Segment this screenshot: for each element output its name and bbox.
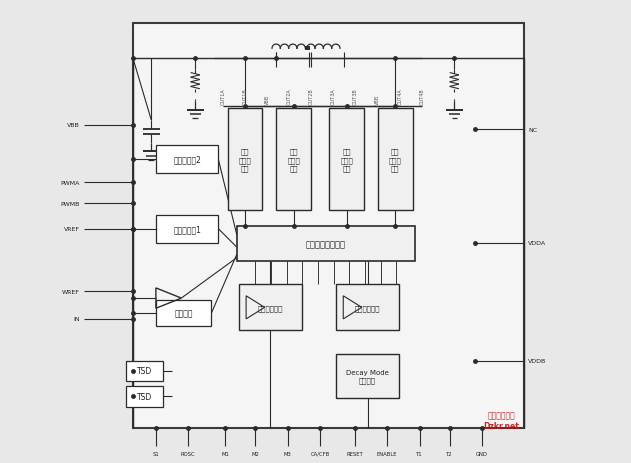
Bar <box>156 215 218 243</box>
Text: NC: NC <box>528 127 538 132</box>
Text: 出力
ドライ
バ段: 出力 ドライ バ段 <box>389 149 402 171</box>
Text: 电子开发社区
Dzkr.net: 电子开发社区 Dzkr.net <box>483 411 519 430</box>
Text: OUT4B: OUT4B <box>420 88 425 105</box>
Text: M3: M3 <box>284 451 292 456</box>
Bar <box>276 109 311 211</box>
Bar <box>378 109 413 211</box>
Text: ROSC: ROSC <box>181 451 196 456</box>
Text: OUT2A: OUT2A <box>286 88 292 105</box>
Text: TSD: TSD <box>137 392 152 401</box>
Text: Decay Mode
設定回路: Decay Mode 設定回路 <box>346 369 389 383</box>
Bar <box>228 109 262 211</box>
Text: OUT1A: OUT1A <box>220 88 225 105</box>
Bar <box>156 146 218 174</box>
Text: M2: M2 <box>251 451 259 456</box>
Text: ENABLE: ENABLE <box>377 451 398 456</box>
Text: IN: IN <box>73 317 80 322</box>
Text: 電流選択回路: 電流選択回路 <box>257 304 283 311</box>
Bar <box>156 301 211 326</box>
Text: RESET: RESET <box>346 451 363 456</box>
Text: OUT4A: OUT4A <box>398 88 403 105</box>
Bar <box>126 386 163 407</box>
Bar <box>329 109 364 211</box>
Text: TSD: TSD <box>137 367 152 375</box>
Text: VDDA: VDDA <box>528 241 546 245</box>
Text: レギューを1: レギューを1 <box>173 225 201 234</box>
Text: VBB: VBB <box>375 94 380 105</box>
Text: OUT2B: OUT2B <box>309 88 314 105</box>
Text: 電流選択回路: 電流選択回路 <box>355 304 380 311</box>
Text: 出力
ドライ
バ段: 出力 ドライ バ段 <box>239 149 251 171</box>
Text: CA/CFB: CA/CFB <box>310 451 330 456</box>
Text: S1: S1 <box>153 451 159 456</box>
Bar <box>336 285 399 331</box>
Text: T1: T1 <box>416 451 423 456</box>
Bar <box>239 285 302 331</box>
Text: 発振回路: 発振回路 <box>174 309 193 318</box>
Text: VBB: VBB <box>67 123 80 128</box>
Text: GND: GND <box>476 451 488 456</box>
Text: PWMB: PWMB <box>60 201 80 206</box>
Text: M1: M1 <box>221 451 229 456</box>
Text: VBB: VBB <box>264 94 269 105</box>
Text: 出力
ドライ
バ段: 出力 ドライ バ段 <box>340 149 353 171</box>
Text: WREF: WREF <box>62 289 80 294</box>
Text: レギューを2: レギューを2 <box>173 156 201 164</box>
Text: T2: T2 <box>446 451 453 456</box>
Text: VREF: VREF <box>64 227 80 232</box>
Text: VDDB: VDDB <box>528 358 546 363</box>
Text: OUT3A: OUT3A <box>331 88 336 105</box>
Text: OUT3B: OUT3B <box>353 88 358 105</box>
Text: PWMA: PWMA <box>60 181 80 186</box>
Text: 出力
ドライ
バ段: 出力 ドライ バ段 <box>287 149 300 171</box>
Text: OUT1B: OUT1B <box>242 88 247 105</box>
Bar <box>126 361 163 382</box>
Bar <box>336 354 399 398</box>
Text: 出力制御ロジック: 出力制御ロジック <box>306 240 346 249</box>
Bar <box>133 24 524 428</box>
Bar <box>237 227 415 262</box>
